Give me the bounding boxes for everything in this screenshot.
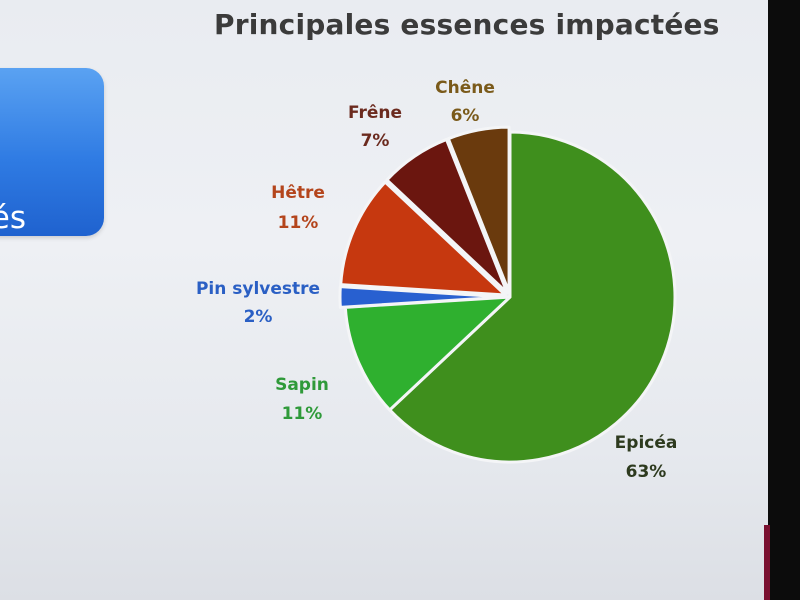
pie-slice-pin-sylvestre xyxy=(338,285,507,309)
side-menu-card[interactable]: ltés xyxy=(0,68,104,236)
pie-slice-fr-ne xyxy=(385,137,509,295)
slice-value-pin-sylvestre: 2% xyxy=(244,307,273,327)
pie-slice-h-tre xyxy=(339,180,507,297)
pie-slice-epic-a xyxy=(388,130,677,464)
slice-name-h-tre: Hêtre xyxy=(271,183,325,203)
slide-title: Principales essences impactées xyxy=(214,8,720,41)
pie-slice-sapin xyxy=(343,295,512,412)
slice-value-sapin: 11% xyxy=(282,404,323,424)
projected-slide: ltés Principales essences impactées Epic… xyxy=(0,0,768,600)
slice-name-pin-sylvestre: Pin sylvestre xyxy=(196,279,320,299)
slice-name-sapin: Sapin xyxy=(275,375,329,395)
slice-value-fr-ne: 7% xyxy=(361,131,390,151)
side-card-label: ltés xyxy=(0,200,26,236)
slice-value-epic-a: 63% xyxy=(626,462,667,482)
slice-value-h-tre: 11% xyxy=(278,213,319,233)
pie-chart: Epicéa 63% Sapin 11% Pin sylvestre 2% Hêtre 11%… xyxy=(196,78,678,482)
slice-name-fr-ne: Frêne xyxy=(348,103,402,123)
pie-slice-ch-ne xyxy=(446,125,511,294)
bezel-accent xyxy=(764,525,770,600)
slice-value-ch-ne: 6% xyxy=(451,106,480,126)
slice-name-epic-a: Epicéa xyxy=(615,433,678,453)
slice-name-ch-ne: Chêne xyxy=(435,78,495,98)
